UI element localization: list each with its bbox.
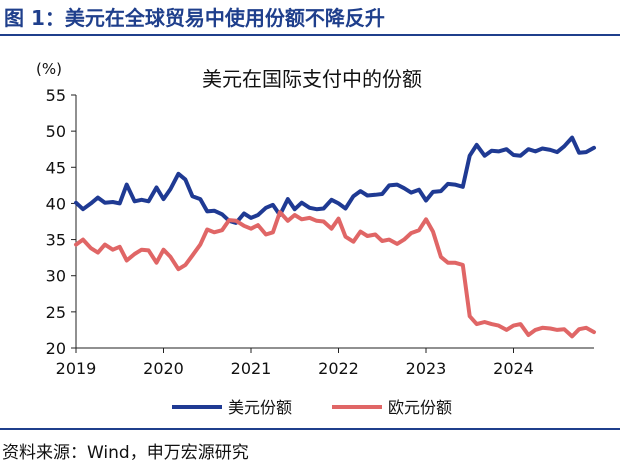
- x-tick-label: 2019: [56, 359, 97, 378]
- x-tick-label: 2024: [493, 359, 534, 378]
- figure-title: 图 1：美元在全球贸易中使用份额不降反升: [4, 6, 385, 30]
- y-tick-label: 35: [46, 231, 66, 250]
- x-tick-label: 2021: [231, 359, 272, 378]
- source-note: 资料来源：Wind，申万宏源研究: [2, 443, 249, 463]
- x-tick-label: 2023: [406, 359, 447, 378]
- chart-title: 美元在国际支付中的份额: [202, 67, 422, 91]
- line-chart: 美元在国际支付中的份额 (%) 20 25 30 35 40 45 50 55 2019 202…: [36, 60, 596, 417]
- chart-legend: 美元份额 欧元份额: [172, 398, 452, 417]
- title-divider: [0, 34, 620, 36]
- y-tick-label: 30: [46, 267, 66, 286]
- y-tick-label: 20: [46, 339, 66, 358]
- y-tick-label: 50: [46, 122, 66, 141]
- chart-axes: [75, 95, 594, 349]
- y-tick-label: 55: [46, 86, 66, 105]
- x-axis-ticks: 2019 2020 2021 2022 2023 2024: [56, 348, 534, 378]
- legend-label-eur: 欧元份额: [388, 398, 452, 417]
- series-lines: [74, 135, 596, 339]
- y-tick-label: 25: [46, 303, 66, 322]
- y-tick-label: 40: [46, 194, 66, 213]
- usd-share-line: [74, 135, 596, 225]
- source-divider: [0, 428, 620, 430]
- y-axis-ticks: 20 25 30 35 40 45 50 55: [46, 86, 76, 358]
- x-tick-label: 2020: [143, 359, 184, 378]
- x-tick-label: 2022: [318, 359, 359, 378]
- legend-label-usd: 美元份额: [228, 398, 292, 417]
- y-tick-label: 45: [46, 158, 66, 177]
- y-axis-unit-label: (%): [36, 60, 62, 78]
- eur-share-line: [74, 210, 596, 339]
